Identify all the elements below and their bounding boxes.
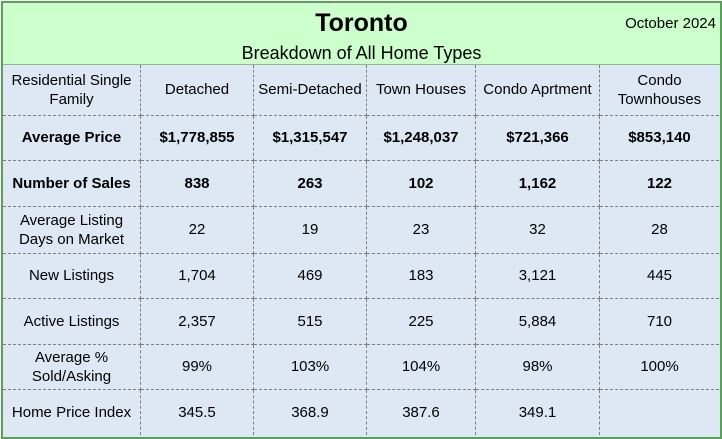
row-label: Home Price Index <box>3 389 141 435</box>
table-row: Average Price $1,778,855 $1,315,547 $1,248,… <box>3 115 719 161</box>
table-cell: 263 <box>253 160 367 207</box>
table-cell: 710 <box>599 298 719 345</box>
table-cell: 23 <box>366 206 476 254</box>
row-label: Active Listings <box>3 298 141 345</box>
table-cell: 28 <box>599 206 719 254</box>
table-row: Average % Sold/Asking 99% 103% 104% 98% 100% <box>3 344 719 390</box>
table-cell: 104% <box>366 344 476 390</box>
table-row: Number of Sales 838 263 102 1,162 122 <box>3 160 719 207</box>
row-label: New Listings <box>3 253 141 299</box>
table-cell: 2,357 <box>140 298 254 345</box>
table-cell: 183 <box>366 253 476 299</box>
page-title: Toronto <box>315 9 408 37</box>
column-header: Town Houses <box>366 65 476 116</box>
table-cell: 345.5 <box>140 389 254 435</box>
table-cell: $1,248,037 <box>366 115 476 161</box>
table-cell: 3,121 <box>475 253 600 299</box>
table-row: Active Listings 2,357 515 225 5,884 710 <box>3 298 719 345</box>
row-label: Average % Sold/Asking <box>3 344 141 390</box>
table-cell: 99% <box>140 344 254 390</box>
column-header: Condo Townhouses <box>599 65 719 116</box>
table-cell: 32 <box>475 206 600 254</box>
row-label: Number of Sales <box>3 160 141 207</box>
column-header: Condo Aprtment <box>475 65 600 116</box>
table-cell: 349.1 <box>475 389 600 435</box>
table-cell: 387.6 <box>366 389 476 435</box>
table-row: New Listings 1,704 469 183 3,121 445 <box>3 253 719 299</box>
column-header-row: Residential Single Family Detached Semi-De… <box>3 65 719 116</box>
column-header: Residential Single Family <box>3 65 141 116</box>
table-row: Home Price Index 345.5 368.9 387.6 349.1 <box>3 389 719 435</box>
table-cell: 225 <box>366 298 476 345</box>
table-cell: 445 <box>599 253 719 299</box>
table-cell: $853,140 <box>599 115 719 161</box>
table-cell: $1,778,855 <box>140 115 254 161</box>
table-cell: 100% <box>599 344 719 390</box>
page-subtitle: Breakdown of All Home Types <box>241 43 482 63</box>
row-label: Average Price <box>3 115 141 161</box>
home-types-table: Residential Single Family Detached Semi-De… <box>3 65 719 435</box>
table-header: Toronto Breakdown of All Home Types Octo… <box>3 3 720 65</box>
table-cell: 98% <box>475 344 600 390</box>
table-cell: 5,884 <box>475 298 600 345</box>
table-cell: 122 <box>599 160 719 207</box>
table-cell: $721,366 <box>475 115 600 161</box>
table-cell: 1,162 <box>475 160 600 207</box>
table-cell: 22 <box>140 206 254 254</box>
table-cell: 838 <box>140 160 254 207</box>
table-cell: 103% <box>253 344 367 390</box>
table-cell: 368.9 <box>253 389 367 435</box>
table-cell: 102 <box>366 160 476 207</box>
table-cell: 1,704 <box>140 253 254 299</box>
table-cell: 469 <box>253 253 367 299</box>
table-cell: 19 <box>253 206 367 254</box>
report-date: October 2024 <box>625 15 716 32</box>
table-cell <box>600 389 720 435</box>
table-cell: 515 <box>253 298 367 345</box>
column-header: Detached <box>140 65 254 116</box>
table-cell: $1,315,547 <box>253 115 367 161</box>
column-header: Semi-Detached <box>253 65 367 116</box>
row-label: Average Listing Days on Market <box>3 206 141 254</box>
table-row: Average Listing Days on Market 22 19 23 32 28 <box>3 206 719 254</box>
